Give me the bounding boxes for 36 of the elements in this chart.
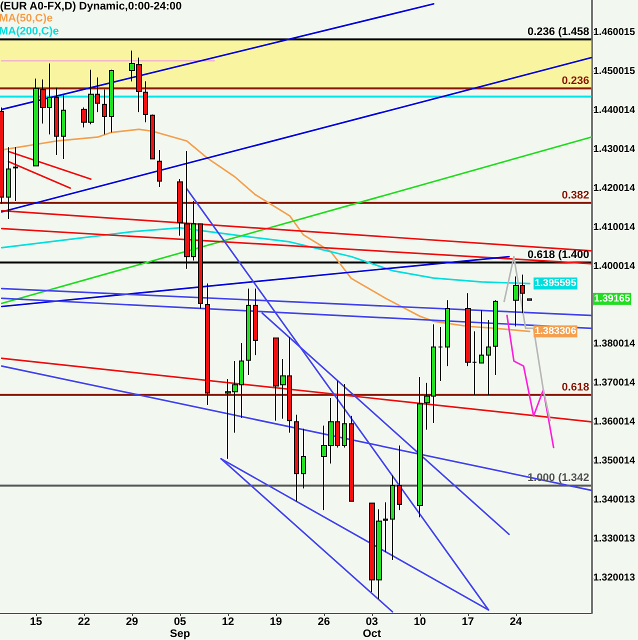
y-tick-label: 1.460015 [593,27,636,38]
y-tick-label: 1.430014 [593,144,636,155]
annotation: 0.618 (1.400 [528,248,590,261]
x-tick-label: 24 [510,616,523,628]
y-tick-label: 1.380014 [593,338,636,350]
x-tick-label: 10 [414,616,426,628]
x-tick-label: 19 [270,616,282,628]
text: 1.39165 [594,293,630,304]
x-tick-label: 03 Oct [362,616,382,640]
y-tick-label: 1.400014 [593,260,636,272]
y-tick-label: 1.440014 [593,105,636,116]
y-tick-label: 1.420014 [593,182,636,194]
x-tick-label: 29 [126,616,138,628]
text: MA(200,C)e [0,26,59,38]
annotation: 0.382 [562,189,590,202]
y-tick-label: 1.360014 [593,416,636,428]
annotation: 0.618 [562,381,590,394]
x-tick-label: 26 [318,616,330,628]
x-tick-label: 15 [30,616,42,628]
y-tick-label: 1.450015 [593,66,636,78]
annotation: 0.236 (1.458 [528,26,590,38]
x-tick-label: 17 [462,616,474,628]
x-tick-label: 22 [78,616,90,628]
y-tick-label: 1.370014 [593,378,636,389]
y-tick-label: 1.340013 [593,494,636,506]
y-tick-label: 1.330013 [593,533,636,544]
x-tick-label: 05 Sep [170,616,190,640]
y-tick-label: 1.410014 [593,222,636,233]
y-tick-label: 1.350014 [593,456,636,467]
data-label: 1.383306 [534,326,577,337]
text: MA(50,C)e [0,12,53,24]
annotation: 0.236 [562,74,590,87]
x-tick-label: 12 [222,616,234,628]
chart-title: (EUR A0-FX,D) Dynamic,0:00-24:00 [0,0,182,12]
y-tick-label: 1.320013 [593,572,636,584]
data-label: 1.395595 [534,278,577,290]
